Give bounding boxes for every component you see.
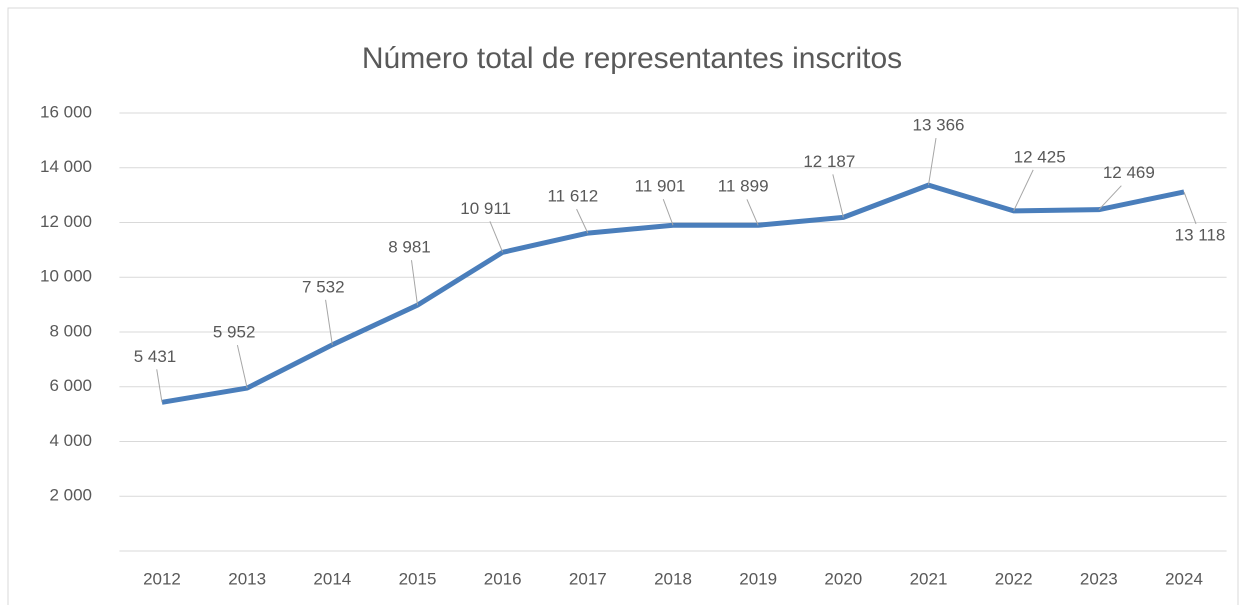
data-label: 5 952: [213, 323, 256, 342]
chart-border: [7, 7, 1239, 605]
data-label: 10 911: [460, 199, 511, 218]
leader-line: [746, 199, 759, 226]
y-tick-label: 16 000: [40, 102, 92, 121]
x-tick-label: 2022: [995, 569, 1033, 588]
y-tick-label: 14 000: [40, 157, 92, 176]
x-tick-label: 2019: [739, 569, 777, 588]
leader-line: [236, 344, 248, 389]
data-label: 11 899: [718, 177, 769, 196]
leader-line: [410, 260, 418, 306]
leader-line: [1098, 185, 1122, 211]
x-tick-label: 2012: [143, 569, 181, 588]
data-label: 7 532: [302, 277, 345, 296]
data-label: 13 118: [1175, 225, 1226, 244]
data-label: 12 469: [1103, 163, 1155, 182]
y-tick-label: 8 000: [49, 321, 92, 340]
data-label: 5 431: [134, 347, 177, 366]
x-tick-label: 2016: [484, 569, 522, 588]
data-label: 8 981: [388, 238, 431, 257]
leader-line: [928, 138, 937, 186]
x-tick-label: 2015: [399, 569, 437, 588]
leader-line: [662, 199, 674, 226]
data-label: 11 612: [547, 187, 598, 206]
data-label: 12 425: [1014, 147, 1066, 166]
leader-line: [1183, 191, 1197, 225]
x-tick-label: 2020: [824, 569, 862, 588]
y-tick-label: 2 000: [49, 486, 92, 505]
leader-line: [489, 221, 504, 253]
x-tick-label: 2024: [1165, 569, 1203, 588]
leader-line: [1013, 169, 1034, 212]
x-tick-label: 2021: [910, 569, 948, 588]
leader-line: [325, 299, 333, 345]
leader-line: [576, 208, 589, 234]
y-tick-label: 12 000: [40, 212, 92, 231]
x-tick-label: 2014: [313, 569, 351, 588]
x-tick-label: 2018: [654, 569, 692, 588]
x-tick-label: 2023: [1080, 569, 1118, 588]
y-tick-label: 4 000: [49, 431, 92, 450]
leader-line: [156, 369, 163, 403]
x-tick-label: 2017: [569, 569, 607, 588]
y-tick-label: 6 000: [49, 376, 92, 395]
chart-title: Número total de representantes inscritos: [362, 42, 902, 75]
y-tick-label: 10 000: [40, 267, 92, 286]
leader-line: [832, 174, 844, 218]
data-label: 13 366: [913, 116, 965, 135]
x-tick-label: 2013: [228, 569, 266, 588]
data-label: 11 901: [635, 177, 686, 196]
data-label: 12 187: [803, 152, 855, 171]
